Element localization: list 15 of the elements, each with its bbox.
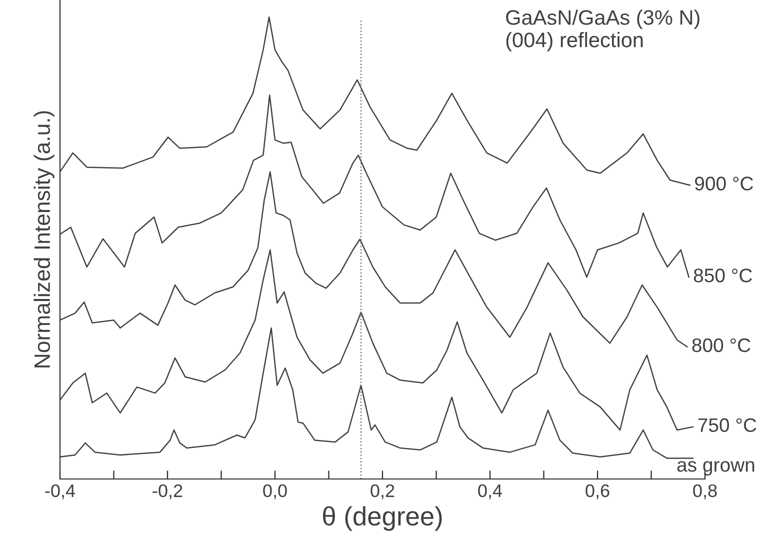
x-tick-label: 0,8 (693, 484, 717, 500)
series-label: 900 °C (695, 176, 754, 190)
x-tick-label: 0,0 (263, 484, 287, 500)
x-tick-label: -0,2 (152, 484, 182, 500)
series-label: 850 °C (694, 268, 752, 282)
x-axis-title: θ (degree) (322, 506, 442, 531)
x-tick-label: 0,6 (586, 484, 610, 500)
x-tick-label: 0,2 (370, 484, 394, 500)
series-label: 800 °C (692, 338, 750, 352)
x-tick-label: -0,4 (45, 484, 76, 500)
x-tick-label: 0,4 (478, 484, 502, 500)
y-axis-title: Normalized Intensity (a.u.) (34, 111, 54, 368)
annotation: GaAsN/GaAs (3% N) (004) reflection (506, 10, 700, 52)
series-label: 750 °C (698, 418, 756, 432)
series-label: as grown (677, 461, 754, 476)
